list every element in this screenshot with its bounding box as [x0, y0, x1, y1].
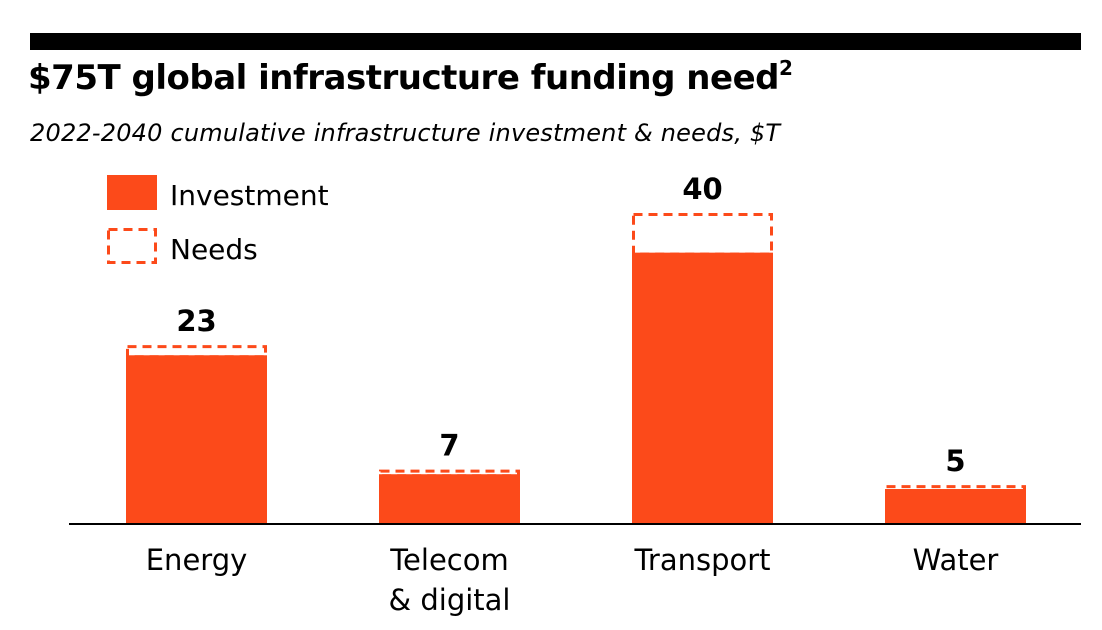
- data-label-energy: 23: [176, 304, 216, 338]
- chart-title: $75T global infrastructure funding need2: [28, 56, 793, 98]
- title-footnote: 2: [778, 56, 793, 80]
- bar-needs-transport: [632, 213, 773, 256]
- bar-investment-transport: [632, 252, 773, 524]
- chart-subtitle: 2022-2040 cumulative infrastructure inve…: [30, 119, 781, 147]
- legend-label-needs: Needs: [170, 233, 258, 266]
- bars: [126, 213, 1026, 524]
- data-label-transport: 40: [682, 172, 722, 206]
- category-label-transport: Transport: [633, 543, 770, 577]
- legend: Investment Needs: [107, 175, 329, 266]
- data-label-water: 5: [945, 444, 965, 478]
- legend-swatch-needs: [107, 228, 157, 264]
- bar-needs-water: [885, 485, 1026, 493]
- category-label-telecom-digital: & digital: [389, 583, 511, 617]
- bar-investment-telecom-digital: [379, 474, 520, 524]
- category-label-energy: Energy: [146, 543, 248, 577]
- bar-needs-telecom-digital: [379, 469, 520, 478]
- bar-investment-energy: [126, 355, 267, 524]
- top-rule: [30, 33, 1081, 50]
- legend-label-investment: Investment: [170, 179, 329, 212]
- legend-swatch-investment: [107, 175, 157, 210]
- bar-investment-water: [885, 489, 1026, 524]
- labels: 23 Energy 7 Telecom & digital 40 Transport 5 Wat…: [146, 172, 999, 617]
- category-label-telecom-digital: Telecom: [389, 543, 508, 577]
- bar-needs-energy: [126, 345, 267, 359]
- category-label-water: Water: [913, 543, 999, 577]
- data-label-telecom-digital: 7: [439, 429, 459, 463]
